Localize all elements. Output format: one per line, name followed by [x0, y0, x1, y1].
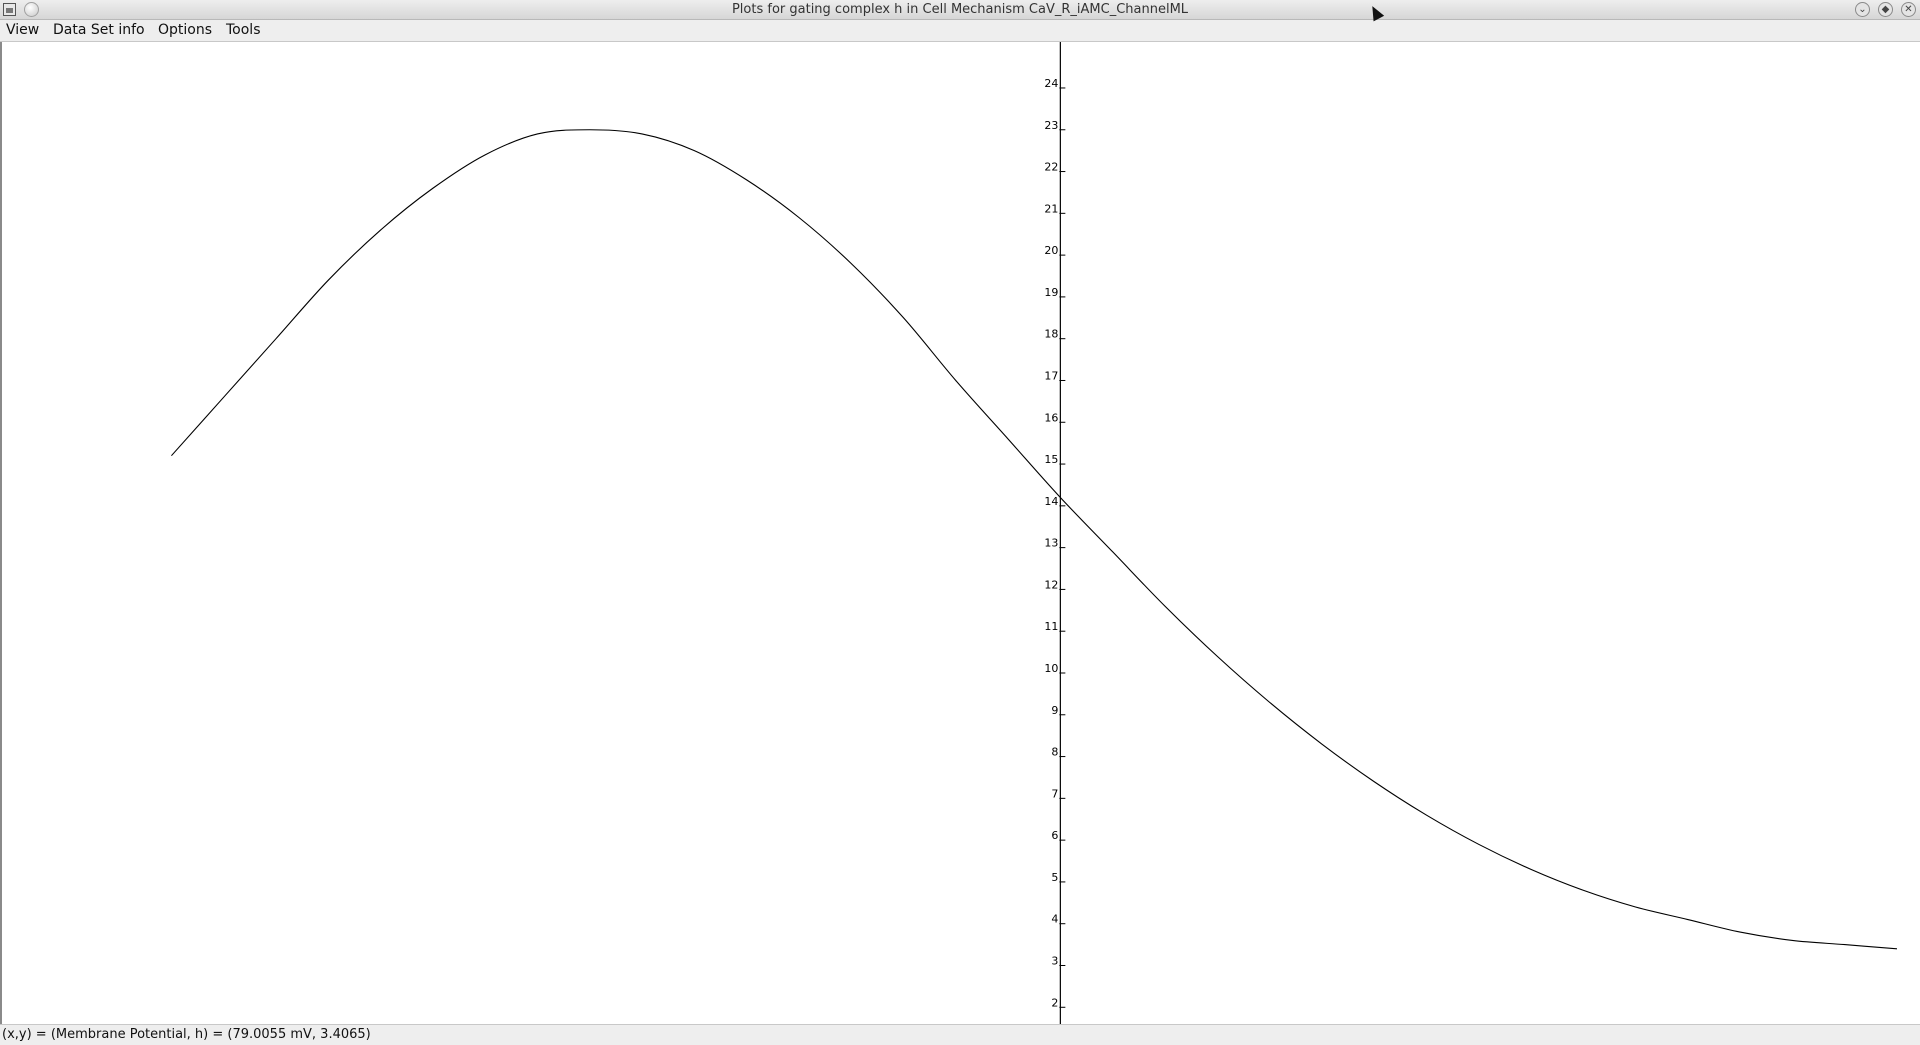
- y-tick-label: 21: [1044, 202, 1058, 215]
- menu-tools[interactable]: Tools: [226, 22, 261, 38]
- y-tick-label: 17: [1044, 369, 1058, 382]
- y-tick-label: 22: [1044, 161, 1058, 174]
- app-icon[interactable]: [3, 3, 16, 16]
- y-tick-label: 5: [1051, 871, 1058, 884]
- y-tick-label: 10: [1044, 662, 1058, 675]
- plot-area[interactable]: 2 3 4 5 6 7 8 9 10 11 12 13 14 15 16 17 18 19 20 21 22 23 24: [0, 42, 1920, 1024]
- y-tick-label: 11: [1044, 620, 1058, 633]
- menu-data-set-info[interactable]: Data Set info: [53, 22, 145, 38]
- status-bar: (x,y) = (Membrane Potential, h) = (79.00…: [0, 1024, 1920, 1045]
- menu-bar: View Data Set info Options Tools: [0, 20, 1920, 42]
- y-tick-label: 12: [1044, 578, 1058, 591]
- series-line-0: [171, 129, 1898, 950]
- cursor-coordinates: (x,y) = (Membrane Potential, h) = (79.00…: [2, 1027, 371, 1042]
- y-tick-label: 3: [1051, 954, 1058, 967]
- y-tick-label: 2: [1051, 996, 1058, 1009]
- y-tick-label: 19: [1044, 286, 1058, 299]
- y-tick-label: 23: [1044, 119, 1058, 132]
- title-bar: Plots for gating complex h in Cell Mecha…: [0, 0, 1920, 20]
- y-tick-label: 9: [1051, 704, 1058, 717]
- menu-options[interactable]: Options: [158, 22, 213, 38]
- close-icon[interactable]: ✕: [1901, 2, 1916, 17]
- window-menu-icon[interactable]: [24, 2, 39, 17]
- y-tick-label: 6: [1051, 829, 1058, 842]
- y-tick-label: 4: [1051, 913, 1058, 926]
- y-tick-label: 16: [1044, 411, 1058, 424]
- window-title: Plots for gating complex h in Cell Mecha…: [731, 2, 1189, 17]
- menu-view[interactable]: View: [6, 22, 40, 38]
- y-tick-label: 24: [1044, 77, 1058, 90]
- y-tick-label: 13: [1044, 537, 1058, 550]
- maximize-icon[interactable]: ◆: [1878, 2, 1893, 17]
- y-tick-label: 18: [1044, 328, 1058, 341]
- y-tick-label: 20: [1044, 244, 1058, 257]
- y-tick-label: 7: [1051, 787, 1058, 800]
- minimize-icon[interactable]: ⌄: [1855, 2, 1870, 17]
- y-tick-label: 8: [1051, 746, 1058, 759]
- y-tick-label: 15: [1044, 453, 1058, 466]
- y-tick-label: 14: [1044, 495, 1058, 508]
